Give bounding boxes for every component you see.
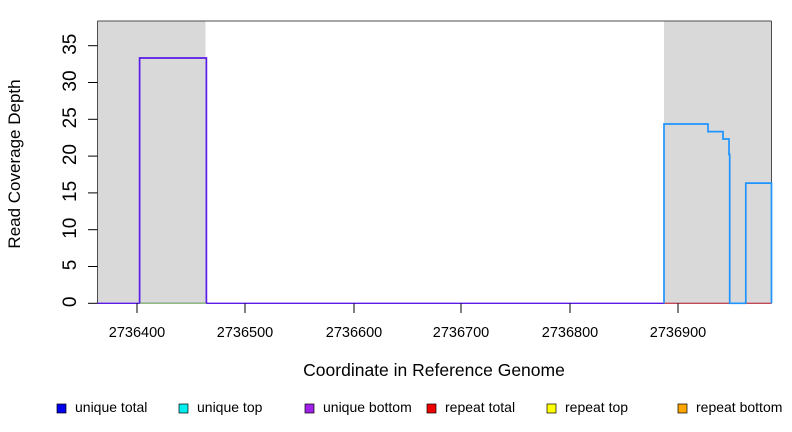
- svg-text:5: 5: [60, 260, 81, 271]
- svg-text:2736900: 2736900: [650, 325, 706, 341]
- svg-text:35: 35: [60, 34, 81, 55]
- svg-text:repeat total: repeat total: [445, 399, 515, 415]
- svg-text:Read Coverage Depth: Read Coverage Depth: [5, 79, 24, 248]
- svg-text:2736800: 2736800: [542, 325, 598, 341]
- svg-text:repeat bottom: repeat bottom: [696, 399, 782, 415]
- svg-text:Coordinate in Reference Genome: Coordinate in Reference Genome: [303, 360, 565, 380]
- svg-text:2736500: 2736500: [217, 325, 273, 341]
- svg-text:20: 20: [60, 144, 81, 165]
- svg-text:repeat top: repeat top: [565, 399, 628, 415]
- svg-text:unique top: unique top: [197, 399, 263, 415]
- svg-text:10: 10: [60, 218, 81, 239]
- svg-text:unique total: unique total: [75, 399, 147, 415]
- svg-text:0: 0: [60, 297, 81, 308]
- svg-text:2736600: 2736600: [326, 325, 382, 341]
- svg-text:2736400: 2736400: [109, 325, 165, 341]
- svg-text:25: 25: [60, 107, 81, 128]
- svg-text:15: 15: [60, 181, 81, 202]
- svg-text:30: 30: [60, 70, 81, 91]
- svg-text:2736700: 2736700: [433, 325, 489, 341]
- svg-text:unique bottom: unique bottom: [323, 399, 412, 415]
